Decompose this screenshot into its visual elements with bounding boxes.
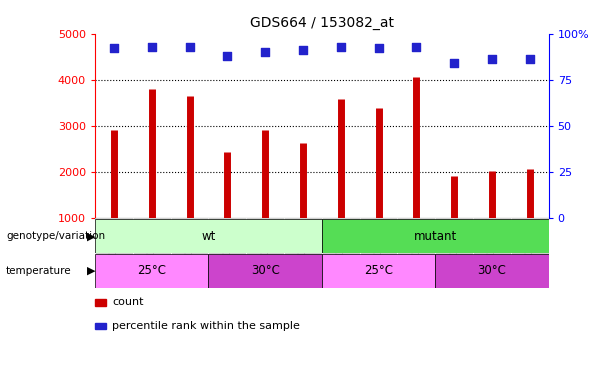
Bar [95,254,208,288]
Text: ▶: ▶ [86,266,95,276]
Title: GDS664 / 153082_at: GDS664 / 153082_at [250,16,394,30]
Text: ▶: ▶ [86,231,95,241]
Text: count: count [112,297,143,307]
Text: temperature: temperature [6,266,72,276]
Text: GSM21871: GSM21871 [525,221,535,274]
Point [109,45,119,51]
Bar [284,217,322,285]
Text: GSM21865: GSM21865 [147,221,157,274]
Bar [170,217,208,285]
Text: GSM21860: GSM21860 [336,221,346,274]
Text: GSM21868: GSM21868 [260,221,270,274]
Point [336,44,346,50]
Bar [473,217,511,285]
Bar [360,217,397,285]
Point [487,57,497,63]
Point [223,53,232,59]
Bar [322,217,360,285]
Text: GSM21864: GSM21864 [109,221,119,274]
Point [260,49,270,55]
Text: percentile rank within the sample: percentile rank within the sample [112,321,300,331]
Text: 30°C: 30°C [251,264,280,277]
Bar [511,217,549,285]
Point [373,45,384,51]
Text: GSM21862: GSM21862 [411,221,421,274]
Point [147,44,156,50]
Bar [435,254,549,288]
Text: 30°C: 30°C [478,264,506,277]
Bar [322,219,549,253]
Bar [133,217,170,285]
Point [449,60,459,66]
Text: GSM21866: GSM21866 [185,221,194,274]
Point [525,57,535,63]
Point [411,44,421,50]
Text: wt: wt [201,230,216,243]
Text: 25°C: 25°C [364,264,393,277]
Point [185,44,194,50]
Text: GSM21869: GSM21869 [298,221,308,274]
Bar [95,219,322,253]
Bar [435,217,473,285]
Text: GSM21870: GSM21870 [487,221,497,274]
Text: GSM21863: GSM21863 [449,221,459,274]
Text: 25°C: 25°C [137,264,166,277]
Bar [208,254,322,288]
Text: GSM21867: GSM21867 [223,221,232,274]
Text: mutant: mutant [414,230,457,243]
Bar [397,217,435,285]
Bar [246,217,284,285]
Text: GSM21861: GSM21861 [373,221,384,274]
Text: genotype/variation: genotype/variation [6,231,105,241]
Bar [208,217,246,285]
Bar [95,217,133,285]
Point [298,47,308,53]
Bar [322,254,435,288]
